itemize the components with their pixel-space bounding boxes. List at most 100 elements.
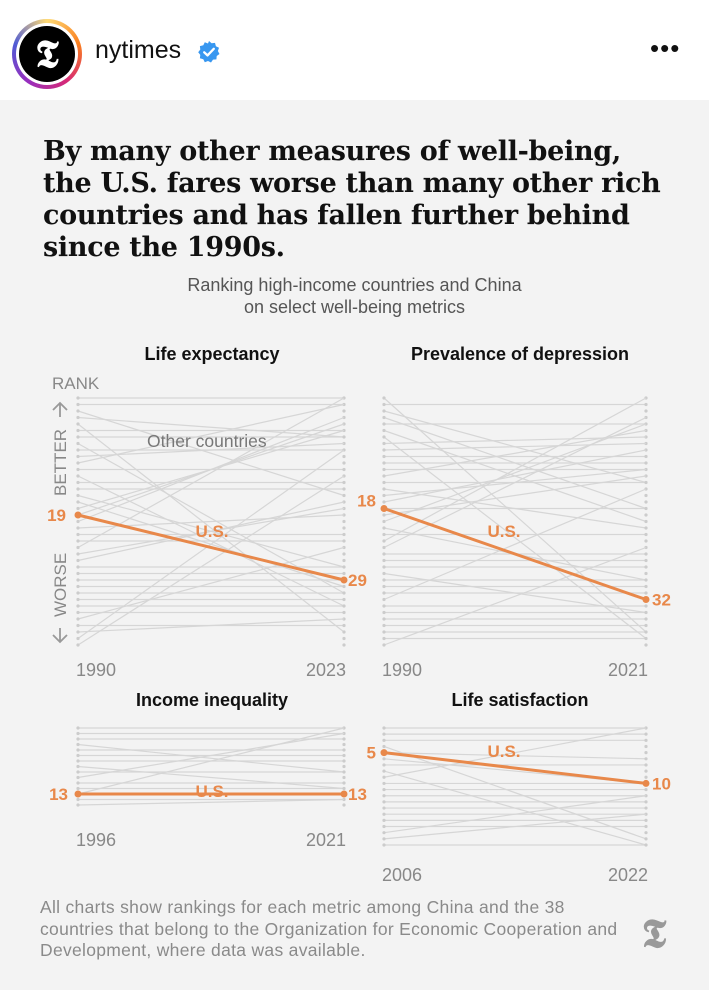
us-value-end: 29 — [348, 571, 367, 590]
rank-dot — [342, 759, 346, 763]
rank-dot — [644, 617, 648, 621]
rank-dot — [342, 480, 346, 485]
rank-dot — [342, 636, 346, 641]
other-country-line — [383, 397, 647, 542]
headline: By many other measures of well-being, th… — [43, 136, 661, 263]
rank-dot — [382, 454, 386, 459]
us-value-end: 13 — [348, 785, 367, 804]
rank-dot — [342, 753, 346, 758]
chart-life-expectancy: 19 29 U.S. 1990 2023 — [47, 396, 367, 680]
other-country-line — [77, 732, 345, 779]
rank-dot — [76, 742, 80, 747]
other-country-line — [383, 475, 647, 516]
rank-dot — [382, 636, 386, 641]
rank-dot — [76, 448, 80, 452]
rank-dot — [382, 617, 386, 621]
us-value-end: 32 — [652, 591, 671, 610]
other-country-line — [383, 442, 647, 451]
username[interactable]: nytimes — [95, 36, 182, 64]
other-country-line — [77, 442, 345, 458]
rank-dot — [76, 753, 80, 758]
rank-dot — [644, 787, 648, 792]
axis-rank-label: RANK — [52, 374, 100, 393]
us-series-line — [383, 751, 647, 785]
rank-dot — [382, 545, 386, 550]
arrow-down-icon — [52, 628, 68, 644]
rank-dot — [644, 454, 648, 459]
rank-dot — [76, 617, 80, 621]
rank-dot — [382, 402, 386, 407]
avatar[interactable]: 𝕿 — [12, 19, 82, 89]
us-point-start — [74, 790, 82, 798]
rank-dot — [76, 506, 80, 511]
chart-income-inequality: 13 13 U.S. 1996 2021 — [49, 726, 367, 850]
rank-dot — [76, 610, 80, 615]
rank-dot — [342, 493, 346, 498]
rank-dot — [76, 803, 80, 807]
rank-dot — [76, 584, 80, 589]
rank-dot — [76, 487, 80, 491]
other-country-line — [383, 449, 647, 503]
rank-dot — [644, 409, 648, 413]
rank-dot — [382, 591, 386, 595]
rank-dot — [76, 578, 80, 582]
rank-dot — [382, 787, 386, 792]
rank-dot — [76, 597, 80, 602]
more-options-icon[interactable]: ••• — [650, 33, 681, 63]
rank-dot — [644, 763, 648, 767]
rank-dot — [76, 737, 80, 741]
us-series-label: U.S. — [195, 522, 228, 541]
x-tick-label: 1990 — [382, 660, 422, 680]
chart-subtitle-line2: on select well-being metrics — [243, 297, 466, 317]
rank-dot — [382, 757, 386, 761]
us-point-end — [340, 790, 348, 798]
rank-dot — [382, 824, 386, 829]
rank-dot — [382, 738, 386, 742]
rank-dot — [382, 493, 386, 498]
rank-dot — [342, 610, 346, 615]
rank-dot — [76, 422, 80, 426]
rank-dot — [382, 818, 386, 822]
rank-dot — [76, 604, 80, 608]
rank-dot — [76, 480, 80, 485]
post-header: 𝕿 nytimes ••• — [0, 0, 709, 100]
rank-dot — [342, 604, 346, 608]
rank-dot — [76, 770, 80, 774]
us-value-end: 10 — [652, 774, 671, 793]
other-country-line — [77, 403, 345, 464]
rank-dot — [382, 441, 386, 446]
other-country-line — [77, 618, 345, 633]
rank-dot — [644, 751, 648, 755]
us-point-end — [642, 779, 650, 787]
other-country-line — [77, 416, 345, 438]
other-country-line — [77, 449, 345, 639]
rank-dot — [342, 775, 346, 780]
rank-dot — [382, 435, 386, 439]
other-country-line — [77, 423, 345, 633]
post-image — [0, 100, 709, 990]
rank-dot — [644, 571, 648, 576]
rank-dot — [382, 794, 386, 798]
us-series-label: U.S. — [487, 522, 520, 541]
nyt-logo-icon: 𝕿 — [19, 26, 75, 82]
rank-dot — [644, 500, 648, 504]
rank-dot — [76, 526, 80, 530]
other-country-line — [383, 745, 647, 840]
x-tick-label: 2021 — [306, 830, 346, 850]
rank-dot — [644, 578, 648, 582]
rank-dot — [342, 435, 346, 439]
rank-dot — [76, 759, 80, 763]
rank-dot — [76, 428, 80, 433]
rank-dot — [382, 763, 386, 767]
rank-dot — [76, 454, 80, 459]
other-country-line — [77, 798, 345, 806]
rank-dot — [382, 604, 386, 608]
us-point-end — [642, 596, 650, 603]
us-value-start: 5 — [367, 744, 376, 763]
us-value-start: 13 — [49, 785, 68, 804]
rank-dot — [382, 448, 386, 452]
rank-dot — [644, 775, 648, 779]
rank-dot — [382, 726, 386, 730]
rank-dot — [382, 396, 386, 400]
x-tick-label: 2022 — [608, 865, 648, 885]
